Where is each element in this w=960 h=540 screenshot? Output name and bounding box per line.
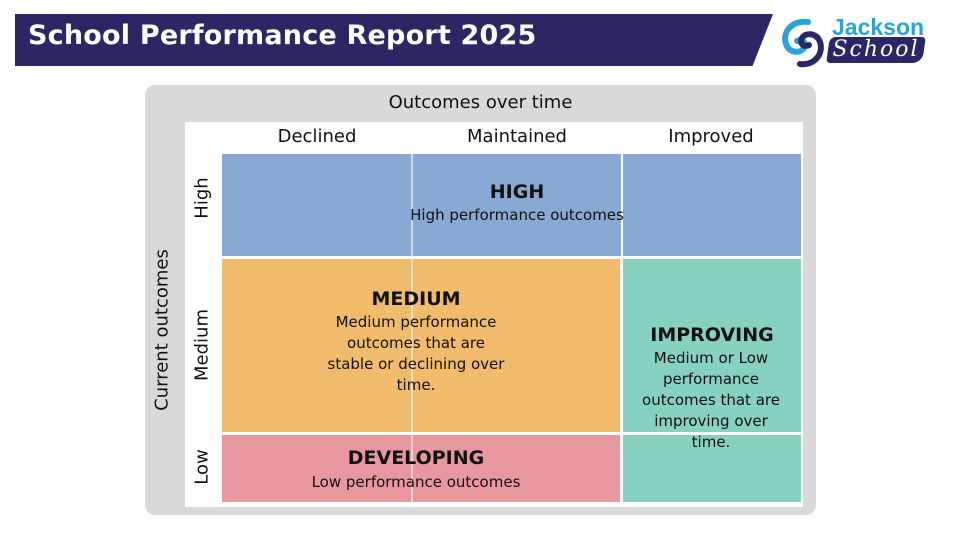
column-label-declined: Declined (277, 126, 357, 147)
zone-medium-title: MEDIUM (371, 288, 461, 310)
zone-developing (222, 435, 620, 502)
row-label-high: High (191, 177, 213, 219)
logo-line1: Jackson (832, 14, 925, 40)
school-logo: Jackson School (778, 14, 938, 68)
top-axis-title: Outcomes over time (388, 92, 573, 113)
swirl-logo-icon (782, 18, 824, 68)
zone-medium-description: Medium performance outcomes that are sta… (327, 313, 505, 394)
zone-improving-description: Medium or Low performance outcomes that … (642, 349, 780, 451)
grid-divider-3 (623, 432, 801, 435)
zone-high (222, 154, 801, 256)
header-bar: School Performance Report 2025 (15, 14, 773, 66)
column-label-maintained: Maintained (467, 126, 567, 147)
logo-line2: School (832, 37, 920, 62)
row-label-low: Low (191, 449, 213, 485)
zone-developing-description: Low performance outcomes (311, 473, 521, 491)
logo-line2-box: School (826, 37, 926, 63)
zone-medium (222, 259, 620, 432)
grid-divider-1 (411, 154, 413, 502)
side-axis-title: Current outcomes (151, 249, 173, 411)
zone-high-description: High performance outcomes (410, 206, 624, 224)
zone-improving (623, 259, 801, 502)
column-label-improved: Improved (668, 126, 754, 147)
zone-high-title: HIGH (489, 181, 545, 203)
page-title: School Performance Report 2025 (28, 20, 537, 51)
grid-divider-2 (621, 154, 623, 502)
zone-improving-title: IMPROVING (650, 324, 774, 346)
zone-developing-title: DEVELOPING (347, 447, 485, 469)
row-label-medium: Medium (191, 309, 213, 381)
